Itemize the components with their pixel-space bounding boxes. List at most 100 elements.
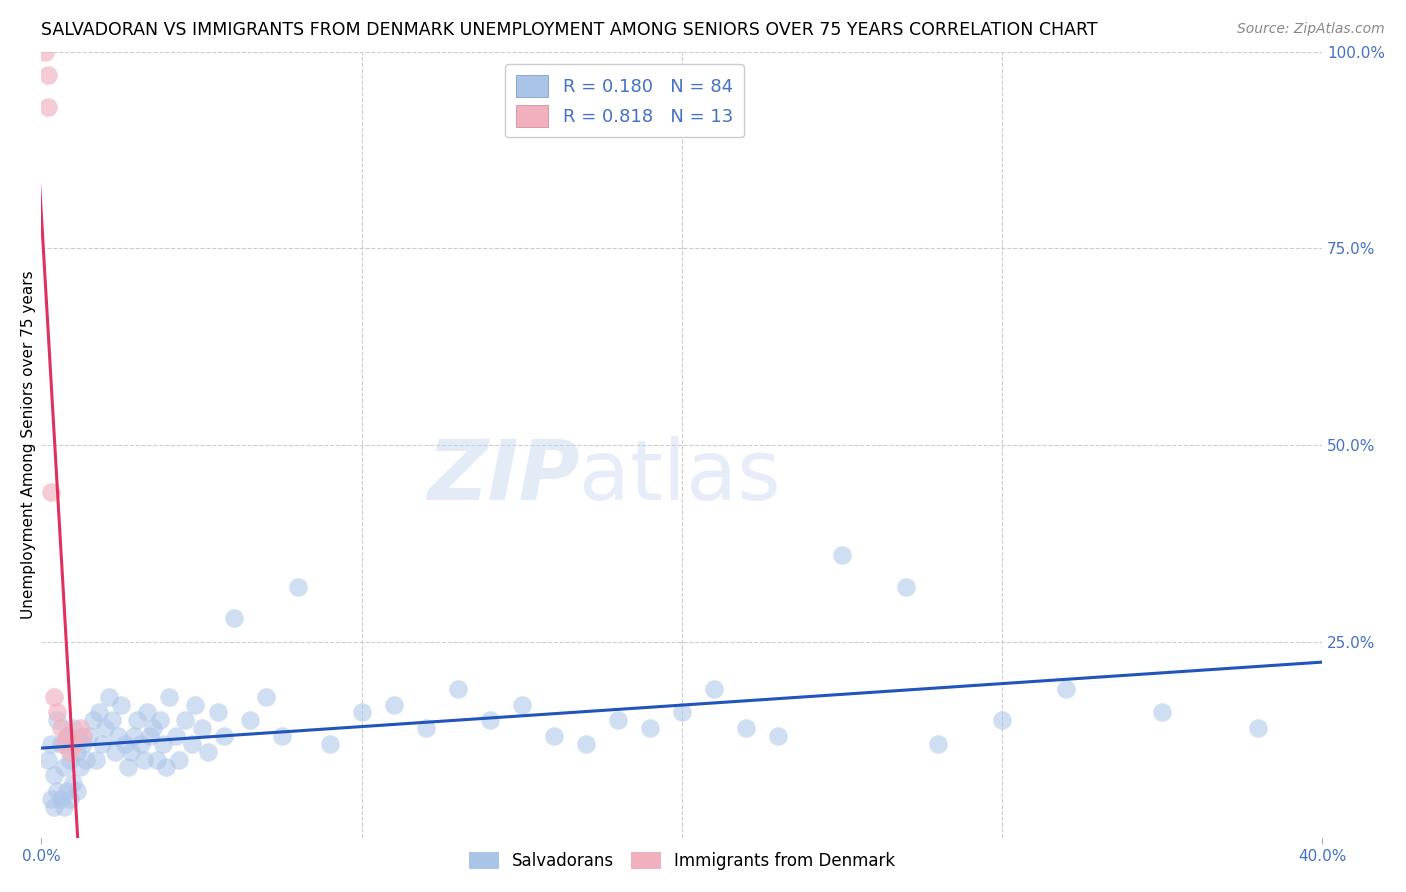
- Point: [44, 768, 66, 782]
- Point: [34, 45, 56, 59]
- Point: [1247, 721, 1270, 735]
- Point: [59, 792, 82, 806]
- Point: [39, 485, 62, 500]
- Point: [65, 745, 87, 759]
- Text: Source: ZipAtlas.com: Source: ZipAtlas.com: [1237, 22, 1385, 37]
- Point: [82, 713, 104, 727]
- Text: SALVADORAN VS IMMIGRANTS FROM DENMARK UNEMPLOYMENT AMONG SENIORS OVER 75 YEARS C: SALVADORAN VS IMMIGRANTS FROM DENMARK UN…: [41, 21, 1098, 39]
- Point: [91, 737, 114, 751]
- Point: [254, 690, 277, 704]
- Point: [207, 706, 229, 720]
- Point: [122, 729, 145, 743]
- Point: [39, 737, 62, 751]
- Point: [79, 729, 101, 743]
- Point: [184, 698, 207, 712]
- Point: [152, 737, 174, 751]
- Point: [132, 753, 155, 767]
- Text: atlas: atlas: [579, 436, 782, 516]
- Point: [638, 721, 661, 735]
- Point: [145, 753, 167, 767]
- Point: [59, 753, 82, 767]
- Point: [543, 729, 565, 743]
- Point: [831, 548, 853, 562]
- Point: [703, 681, 725, 696]
- Point: [62, 776, 84, 790]
- Point: [49, 737, 72, 751]
- Point: [52, 800, 75, 814]
- Point: [49, 721, 72, 735]
- Point: [1152, 706, 1174, 720]
- Point: [72, 737, 94, 751]
- Point: [46, 706, 69, 720]
- Point: [606, 713, 628, 727]
- Point: [180, 737, 202, 751]
- Point: [72, 729, 94, 743]
- Point: [927, 737, 949, 751]
- Point: [75, 753, 97, 767]
- Point: [165, 729, 187, 743]
- Point: [318, 737, 340, 751]
- Point: [766, 729, 789, 743]
- Point: [894, 580, 917, 594]
- Point: [37, 753, 59, 767]
- Point: [120, 745, 142, 759]
- Point: [212, 729, 235, 743]
- Point: [56, 784, 79, 798]
- Point: [117, 760, 139, 774]
- Point: [136, 706, 159, 720]
- Y-axis label: Unemployment Among Seniors over 75 years: Unemployment Among Seniors over 75 years: [21, 270, 35, 619]
- Point: [155, 760, 177, 774]
- Point: [575, 737, 598, 751]
- Point: [447, 681, 470, 696]
- Point: [49, 792, 72, 806]
- Point: [510, 698, 533, 712]
- Point: [114, 737, 136, 751]
- Point: [671, 706, 693, 720]
- Point: [174, 713, 197, 727]
- Point: [110, 698, 132, 712]
- Point: [167, 753, 190, 767]
- Point: [142, 721, 165, 735]
- Point: [65, 784, 87, 798]
- Point: [478, 713, 501, 727]
- Point: [104, 745, 127, 759]
- Point: [46, 713, 69, 727]
- Point: [52, 737, 75, 751]
- Point: [94, 721, 117, 735]
- Point: [97, 690, 120, 704]
- Point: [56, 729, 79, 743]
- Point: [991, 713, 1014, 727]
- Point: [129, 737, 152, 751]
- Point: [37, 99, 59, 113]
- Point: [287, 580, 309, 594]
- Legend: Salvadorans, Immigrants from Denmark: Salvadorans, Immigrants from Denmark: [463, 846, 901, 877]
- Point: [107, 729, 129, 743]
- Point: [270, 729, 292, 743]
- Point: [84, 753, 107, 767]
- Point: [159, 690, 181, 704]
- Point: [62, 721, 84, 735]
- Point: [69, 760, 91, 774]
- Point: [222, 611, 245, 625]
- Point: [190, 721, 212, 735]
- Point: [59, 745, 82, 759]
- Point: [415, 721, 437, 735]
- Point: [139, 729, 162, 743]
- Point: [101, 713, 124, 727]
- Point: [382, 698, 405, 712]
- Point: [149, 713, 172, 727]
- Point: [52, 760, 75, 774]
- Point: [127, 713, 149, 727]
- Point: [62, 737, 84, 751]
- Point: [735, 721, 758, 735]
- Point: [238, 713, 260, 727]
- Point: [44, 690, 66, 704]
- Point: [350, 706, 373, 720]
- Point: [44, 800, 66, 814]
- Point: [69, 721, 91, 735]
- Point: [56, 729, 79, 743]
- Point: [39, 792, 62, 806]
- Point: [1054, 681, 1077, 696]
- Point: [87, 706, 110, 720]
- Point: [37, 68, 59, 82]
